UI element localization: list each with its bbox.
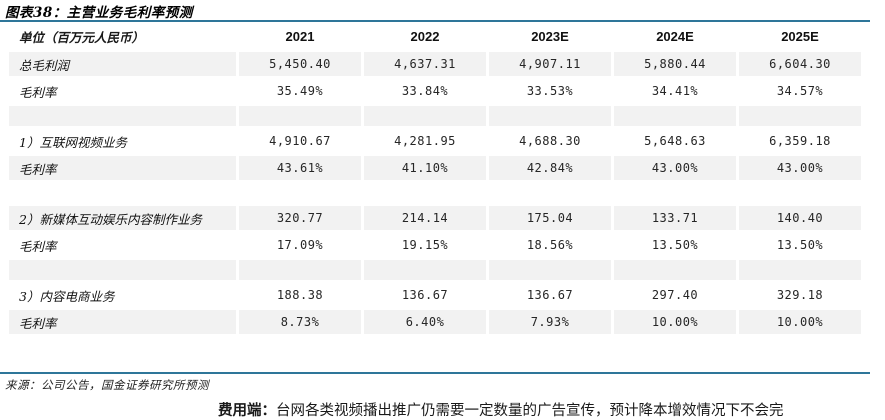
- spacer-cell: [239, 106, 361, 126]
- value-cell: 18.56%: [526, 238, 574, 252]
- value-cell: 35.49%: [276, 84, 324, 98]
- value-cell: 329.18: [776, 288, 824, 302]
- gross-margin-forecast-table: 单位（百万元人民币） 2021 2022 2023E 2024E 2025E 总…: [6, 21, 864, 337]
- spacer-cell: [9, 260, 236, 280]
- value-cell: 34.57%: [776, 84, 824, 98]
- value-cell: 5,880.44: [614, 52, 736, 76]
- table-body: 总毛利润 5,450.40 4,637.31 4,907.11 5,880.44 6,60…: [9, 52, 861, 334]
- value-cell: 33.84%: [401, 84, 449, 98]
- value-cell: 5,450.40: [239, 52, 361, 76]
- footnote-paragraph: 费用端：台网各类视频播出推广仍需要一定数量的广告宣传，预计降本增效情况下不会完: [218, 399, 784, 420]
- value-cell: 33.53%: [526, 84, 574, 98]
- row-label-cell: 2）新媒体互动娱乐内容制作业务: [9, 206, 236, 230]
- table-row: 毛利率 43.61% 41.10% 42.84% 43.00% 43.00%: [9, 156, 861, 180]
- table-row: 毛利率 8.73% 6.40% 7.93% 10.00% 10.00%: [9, 310, 861, 334]
- spacer-cell: [239, 183, 361, 203]
- column-header-2025e: 2025E: [739, 24, 861, 49]
- value-cell: 4,281.95: [394, 134, 456, 148]
- row-label-cell: 毛利率: [9, 156, 236, 180]
- value-cell: 320.77: [239, 206, 361, 230]
- value-cell: 6,359.18: [769, 134, 831, 148]
- figure-title: 图表38：主营业务毛利率预测: [5, 5, 193, 21]
- table-row: 总毛利润 5,450.40 4,637.31 4,907.11 5,880.44 6,60…: [9, 52, 861, 76]
- spacer-cell: [614, 106, 736, 126]
- table-header-row: 单位（百万元人民币） 2021 2022 2023E 2024E 2025E: [9, 24, 861, 49]
- value-cell: 7.93%: [489, 310, 611, 334]
- table-row: 毛利率 35.49% 33.84% 33.53% 34.41% 34.57%: [9, 79, 861, 103]
- table-bottom-rule: [0, 372, 870, 374]
- value-cell: 5,648.63: [644, 134, 706, 148]
- value-cell: 214.14: [364, 206, 486, 230]
- spacer-cell: [239, 260, 361, 280]
- value-cell: 4,637.31: [364, 52, 486, 76]
- spacer-cell: [9, 183, 236, 203]
- spacer-cell: [489, 106, 611, 126]
- value-cell: 133.71: [614, 206, 736, 230]
- value-cell: 175.04: [489, 206, 611, 230]
- table-row: 1）互联网视频业务 4,910.67 4,281.95 4,688.30 5,648.6…: [9, 129, 861, 153]
- value-cell: 140.40: [739, 206, 861, 230]
- spacer-cell: [489, 260, 611, 280]
- value-cell: 297.40: [651, 288, 699, 302]
- value-cell: 6.40%: [364, 310, 486, 334]
- spacer-row: [9, 260, 861, 280]
- value-cell: 13.50%: [776, 238, 824, 252]
- value-cell: 43.00%: [739, 156, 861, 180]
- value-cell: 8.73%: [239, 310, 361, 334]
- value-cell: 19.15%: [401, 238, 449, 252]
- value-cell: 6,604.30: [739, 52, 861, 76]
- value-cell: 42.84%: [489, 156, 611, 180]
- spacer-cell: [9, 106, 236, 126]
- value-cell: 43.61%: [239, 156, 361, 180]
- value-cell: 13.50%: [651, 238, 699, 252]
- row-label-cell: 总毛利润: [9, 52, 236, 76]
- row-label-cell: 毛利率: [19, 84, 57, 100]
- column-header-2023e: 2023E: [489, 24, 611, 49]
- value-cell: 43.00%: [614, 156, 736, 180]
- table-row: 3）内容电商业务 188.38 136.67 136.67 297.40 329.18: [9, 283, 861, 307]
- value-cell: 10.00%: [614, 310, 736, 334]
- spacer-cell: [739, 260, 861, 280]
- row-label-cell: 毛利率: [9, 310, 236, 334]
- spacer-row: [9, 183, 861, 203]
- spacer-cell: [489, 183, 611, 203]
- spacer-cell: [739, 106, 861, 126]
- column-header-2021: 2021: [239, 24, 361, 49]
- unit-header: 单位（百万元人民币）: [9, 24, 236, 49]
- value-cell: 188.38: [276, 288, 324, 302]
- table-top-rule: [0, 20, 870, 22]
- value-cell: 136.67: [401, 288, 449, 302]
- footnote-text: 台网各类视频播出推广仍需要一定数量的广告宣传，预计降本增效情况下不会完: [276, 403, 784, 419]
- row-label-cell: 3）内容电商业务: [19, 288, 115, 304]
- value-cell: 4,688.30: [519, 134, 581, 148]
- column-header-2024e: 2024E: [614, 24, 736, 49]
- spacer-cell: [614, 183, 736, 203]
- value-cell: 17.09%: [276, 238, 324, 252]
- row-label-cell: 毛利率: [19, 238, 57, 254]
- spacer-cell: [364, 106, 486, 126]
- spacer-cell: [739, 183, 861, 203]
- value-cell: 41.10%: [364, 156, 486, 180]
- footnote-lead: 费用端：: [218, 402, 276, 419]
- source-note: 来源：公司公告，国金证券研究所预测: [5, 378, 209, 392]
- spacer-cell: [364, 183, 486, 203]
- row-label-cell: 1）互联网视频业务: [19, 134, 127, 150]
- spacer-row: [9, 106, 861, 126]
- value-cell: 10.00%: [739, 310, 861, 334]
- value-cell: 136.67: [526, 288, 574, 302]
- value-cell: 4,907.11: [489, 52, 611, 76]
- spacer-cell: [614, 260, 736, 280]
- value-cell: 4,910.67: [269, 134, 331, 148]
- table-row: 毛利率 17.09% 19.15% 18.56% 13.50% 13.50%: [9, 233, 861, 257]
- value-cell: 34.41%: [651, 84, 699, 98]
- spacer-cell: [364, 260, 486, 280]
- table-row: 2）新媒体互动娱乐内容制作业务 320.77 214.14 175.04 133.71 1…: [9, 206, 861, 230]
- column-header-2022: 2022: [364, 24, 486, 49]
